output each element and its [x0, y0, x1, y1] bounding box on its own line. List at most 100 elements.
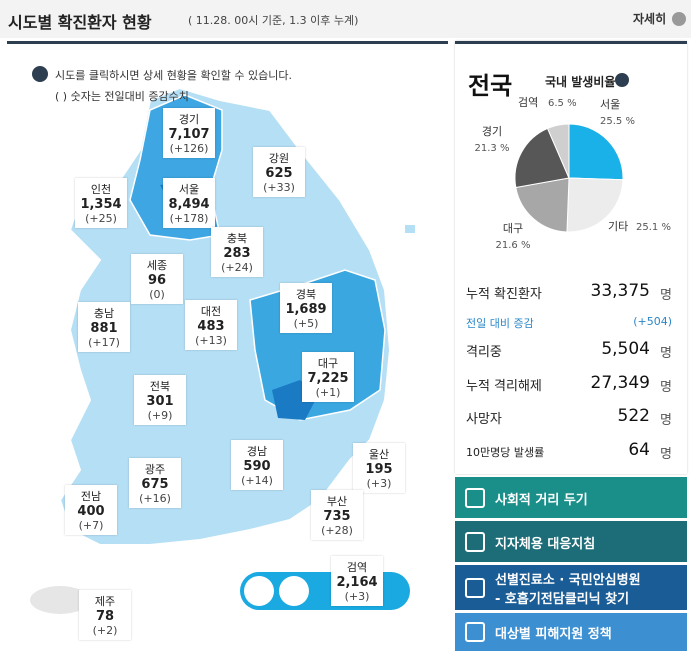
- stat-value: 64: [628, 440, 650, 460]
- detail-button[interactable]: 자세히: [633, 12, 667, 26]
- pie-label: 경기: [482, 125, 502, 138]
- help-icon: [32, 66, 48, 82]
- region-name: 제주: [94, 595, 116, 608]
- region-change: (+9): [147, 409, 173, 422]
- pie-slice: [514, 127, 570, 189]
- region-name: 인천: [90, 183, 112, 196]
- region-count: 78: [95, 609, 115, 624]
- region-box[interactable]: 전남 400 (+7): [65, 485, 117, 535]
- region-count: 195: [365, 462, 393, 477]
- region-change: (+3): [366, 477, 392, 490]
- region-name: 부산: [326, 495, 348, 508]
- help-text: 시도를 클릭하시면 상세 현황을 확인할 수 있습니다.: [55, 69, 292, 82]
- stat-unit: 명: [660, 346, 672, 361]
- stat-label: 전일 대비 증감: [466, 317, 534, 330]
- region-box[interactable]: 충남 881 (+17): [78, 302, 130, 352]
- port-icon[interactable]: [279, 576, 309, 606]
- note-text: ( ) 숫자는 전일대비 증감수치: [55, 90, 189, 103]
- pie-value-label: 6.5 %: [548, 98, 577, 109]
- link-button[interactable]: 사회적 거리 두기: [455, 477, 687, 518]
- ratio-title: 국내 발생비율: [545, 75, 616, 89]
- pie-label: 기타: [608, 220, 628, 233]
- region-box[interactable]: 대구 7,225 (+1): [302, 352, 354, 402]
- stat-value: (+504): [633, 315, 672, 328]
- region-name: 광주: [144, 463, 166, 476]
- region-box[interactable]: 부산 735 (+28): [311, 490, 363, 540]
- pie-slice: [515, 177, 570, 233]
- region-box[interactable]: 제주 78 (+2): [79, 590, 131, 640]
- region-change: (+14): [241, 474, 273, 487]
- link-button[interactable]: 대상별 피해지원 정책: [455, 613, 687, 651]
- region-count: 8,494: [168, 197, 210, 212]
- map-jeju[interactable]: [30, 586, 90, 614]
- link-button[interactable]: 지자체용 대응지침: [455, 521, 687, 562]
- pie-slice: [568, 123, 624, 181]
- region-change: (+13): [195, 334, 227, 347]
- header-subtitle: ( 11.28. 00시 기준, 1.3 이후 누계): [188, 14, 359, 27]
- pie-value-label: 21.6 %: [496, 240, 531, 251]
- link-text: 지자체용 대응지침: [495, 536, 596, 552]
- region-box[interactable]: 강원 625 (+33): [253, 147, 305, 197]
- region-name: 대구: [317, 357, 339, 370]
- link-button[interactable]: 선별진료소 · 국민안심병원 - 호흡기전담클리닉 찾기: [455, 565, 687, 610]
- stat-unit: 명: [660, 380, 672, 395]
- pie-value-label: 21.3 %: [475, 143, 510, 154]
- stat-value: 33,375: [590, 281, 650, 301]
- region-box[interactable]: 검역 2,164 (+3): [331, 556, 383, 606]
- pie-label: 검역: [518, 96, 538, 109]
- stat-label: 누적 격리해제: [466, 379, 542, 394]
- region-count: 7,225: [307, 371, 349, 386]
- pie-chart: 서울 25.5 % 기타 25.1 % 대구 21.6 % 경기 21.3 % 검역 6.5 %: [475, 96, 671, 251]
- region-count: 1,354: [80, 197, 122, 212]
- region-count: 625: [265, 166, 293, 181]
- detail-icon[interactable]: [672, 12, 686, 26]
- region-name: 충남: [93, 307, 115, 320]
- region-name: 전남: [80, 490, 102, 503]
- region-box[interactable]: 인천 1,354 (+25): [75, 178, 127, 228]
- region-count: 590: [243, 459, 271, 474]
- region-box[interactable]: 대전 483 (+13): [185, 300, 237, 350]
- region-change: (+3): [344, 590, 370, 603]
- stat-row: 전일 대비 증감 (+504): [466, 311, 672, 333]
- region-count: 283: [223, 246, 251, 261]
- region-box[interactable]: 경남 590 (+14): [231, 440, 283, 490]
- stat-row: 누적 확진환자 33,375 명: [466, 281, 672, 303]
- region-change: (+1): [315, 386, 341, 399]
- stat-label: 격리중: [466, 345, 502, 360]
- region-count: 96: [147, 273, 167, 288]
- region-change: (+7): [78, 519, 104, 532]
- link-text: - 호흡기전담클리닉 찾기: [495, 592, 630, 607]
- stat-unit: 명: [660, 288, 672, 303]
- region-name: 경기: [178, 113, 200, 126]
- region-change: (+5): [293, 317, 319, 330]
- region-count: 400: [77, 504, 105, 519]
- region-box[interactable]: 울산 195 (+3): [353, 443, 405, 493]
- stat-label: 누적 확진환자: [466, 287, 542, 302]
- airport-icon[interactable]: [244, 576, 274, 606]
- stat-unit: 명: [660, 413, 672, 428]
- region-box[interactable]: 세종 96 (0): [131, 254, 183, 304]
- stat-row: 누적 격리해제 27,349 명: [466, 373, 672, 395]
- region-name: 강원: [268, 152, 290, 165]
- region-count: 735: [323, 509, 351, 524]
- pie-label: 서울: [600, 98, 620, 111]
- header-title: 시도별 확진환자 현황: [8, 13, 152, 32]
- stat-value: 522: [617, 406, 650, 426]
- ratio-help-icon: [615, 73, 629, 87]
- link-icon: [465, 531, 485, 552]
- region-box[interactable]: 충북 283 (+24): [211, 227, 263, 277]
- region-box[interactable]: 광주 675 (+16): [129, 458, 181, 508]
- region-name: 충북: [226, 232, 248, 245]
- region-name: 경남: [246, 445, 268, 458]
- map-ulleung: [405, 225, 415, 233]
- region-box[interactable]: 전북 301 (+9): [134, 375, 186, 425]
- region-box[interactable]: 서울 8,494 (+178): [163, 178, 215, 228]
- region-box[interactable]: 경기 7,107 (+126): [163, 108, 215, 158]
- stat-row: 사망자 522 명: [466, 406, 672, 428]
- region-change: (+33): [263, 181, 295, 194]
- region-box[interactable]: 경북 1,689 (+5): [280, 283, 332, 333]
- region-change: (+126): [169, 142, 209, 155]
- link-icon: [465, 487, 485, 508]
- region-count: 7,107: [168, 127, 210, 142]
- region-name: 대전: [200, 305, 222, 318]
